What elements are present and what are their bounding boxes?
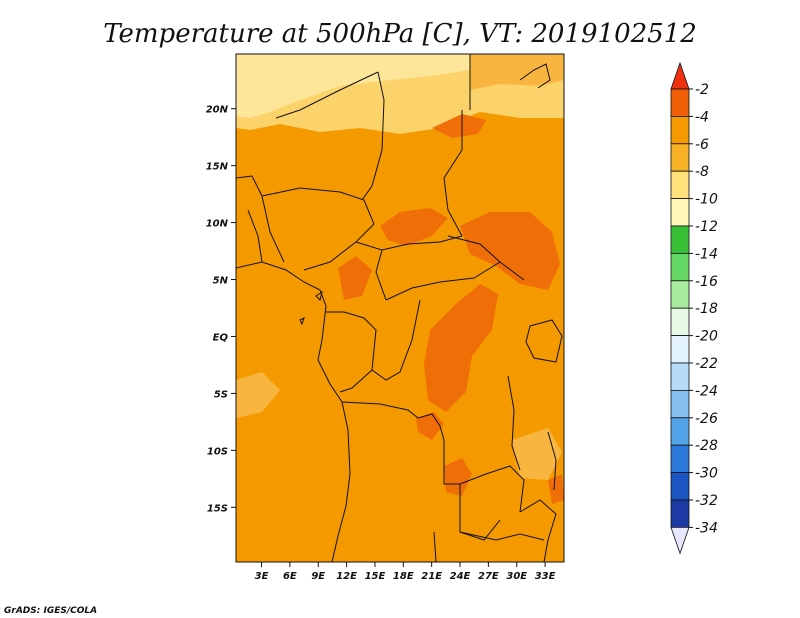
colorbar-segment <box>670 143 690 172</box>
field-base <box>236 54 564 562</box>
coastline-east-africa <box>519 63 551 89</box>
colorbar-label: -34 <box>695 520 718 536</box>
field-warm-east <box>460 212 560 290</box>
colorbar-label: -8 <box>695 164 709 180</box>
field-warm-sw <box>548 474 564 504</box>
colorbar-label: -6 <box>695 137 709 153</box>
x-tick-label: 6E <box>283 571 297 582</box>
colorbar: -2 -4 -6 -8 -10 -12 -14 -16 -18 -20 -22 -24 -26 -28 -3… <box>670 61 718 555</box>
colorbar-label: -4 <box>695 109 709 125</box>
colorbar-segment <box>670 335 690 364</box>
y-tick-label: 5S <box>214 389 228 400</box>
cameroon-car-border <box>355 235 463 301</box>
field-north-cool <box>236 54 470 118</box>
colorbar-segment <box>670 444 690 474</box>
x-tick-label: 30E <box>506 571 527 582</box>
field-northeast-band <box>470 54 564 90</box>
colorbar-label: -14 <box>695 246 718 262</box>
colorbar-label: -28 <box>695 438 718 454</box>
colorbar-segment <box>670 307 690 337</box>
field-warm-north <box>432 114 486 138</box>
colorbar-label: -2 <box>695 82 709 98</box>
colorbar-segment <box>670 417 690 446</box>
chad-sudan-border <box>443 110 463 237</box>
colorbar-segment <box>670 499 690 528</box>
field-southeast-patch <box>512 428 562 480</box>
lake-victoria <box>525 319 563 363</box>
coastline-west-africa <box>236 261 351 562</box>
nigeria-border <box>261 187 375 271</box>
gabon-congo-border <box>326 311 377 393</box>
colorbar-label: -16 <box>695 274 718 290</box>
zambia-drc-border <box>459 465 525 513</box>
field-warm-south <box>416 412 444 440</box>
x-tick-label: 33E <box>535 571 556 582</box>
colorbar-top-arrow <box>670 61 690 90</box>
colorbar-label: -30 <box>695 466 718 482</box>
y-tick-label: 5N <box>213 276 229 287</box>
colorbar-segment <box>670 389 690 419</box>
colorbar-label: -12 <box>695 219 718 235</box>
lake-malawi <box>547 431 557 491</box>
y-tick-label: 15S <box>207 503 228 514</box>
grads-credit: GrADS: IGES/COLA <box>4 606 97 616</box>
y-tick-label: 10S <box>207 446 228 457</box>
colorbar-label: -24 <box>695 383 718 399</box>
field-warm-southeast <box>444 458 472 496</box>
colorbar-segment <box>670 280 690 309</box>
x-tick-label: 9E <box>311 571 325 582</box>
x-tick-label: 27E <box>478 571 499 582</box>
colorbar-label: -18 <box>695 301 718 317</box>
field-west-patch <box>236 372 280 418</box>
colorbar-segment <box>670 198 690 227</box>
colorbar-segment <box>670 362 690 391</box>
colorbar-segment <box>670 170 690 199</box>
colorbar-segment <box>670 225 690 254</box>
field-warm-cameroon <box>338 256 372 300</box>
colorbar-segment <box>670 252 690 282</box>
x-tick-label: 24E <box>450 571 471 582</box>
chart-title: Temperature at 500hPa [C], VT: 201910251… <box>103 19 697 49</box>
sudan-south-border <box>447 235 525 281</box>
colorbar-bottom-arrow <box>670 527 690 555</box>
gulf-islands <box>299 290 323 326</box>
map-area <box>236 54 564 562</box>
zimbabwe-mozambique-border <box>519 499 557 562</box>
y-tick-label: 10N <box>206 219 229 230</box>
west-africa-internal-borders <box>236 175 285 263</box>
colorbar-segment <box>670 472 690 501</box>
field-warm-congo <box>424 284 498 412</box>
colorbar-segment <box>670 88 690 117</box>
y-tick-label: EQ <box>213 332 229 343</box>
angola-east-border <box>443 440 501 541</box>
colorbar-segment <box>670 116 690 145</box>
x-tick-label: 21E <box>421 571 442 582</box>
temperature-field <box>236 54 564 562</box>
colorbar-label: -32 <box>695 493 718 509</box>
y-axis: 20N 15N 10N 5N EQ 5S 10S 15S <box>206 105 236 514</box>
namibia-botswana-border <box>433 531 545 562</box>
niger-chad-border <box>361 71 385 201</box>
drc-border-west <box>371 299 421 381</box>
colorbar-label: -20 <box>695 329 718 345</box>
x-axis: 3E 6E 9E 12E 15E 18E 21E 24E 27E 30E 33E <box>255 562 556 582</box>
x-tick-label: 18E <box>393 571 414 582</box>
x-tick-label: 15E <box>365 571 386 582</box>
colorbar-label: -10 <box>695 192 718 208</box>
y-tick-label: 20N <box>206 105 229 116</box>
x-tick-label: 3E <box>255 571 269 582</box>
car-drc-border <box>385 261 501 301</box>
colorbar-label: -22 <box>695 356 718 372</box>
colorbar-label: -26 <box>695 411 718 427</box>
algeria-niger-border <box>275 71 379 119</box>
country-borders <box>236 54 563 562</box>
field-warm-center <box>380 208 448 246</box>
plot-frame <box>235 53 565 563</box>
lake-tanganyika <box>507 375 521 471</box>
y-tick-label: 15N <box>206 162 229 173</box>
x-tick-label: 12E <box>336 571 357 582</box>
angola-north-border <box>341 401 445 441</box>
